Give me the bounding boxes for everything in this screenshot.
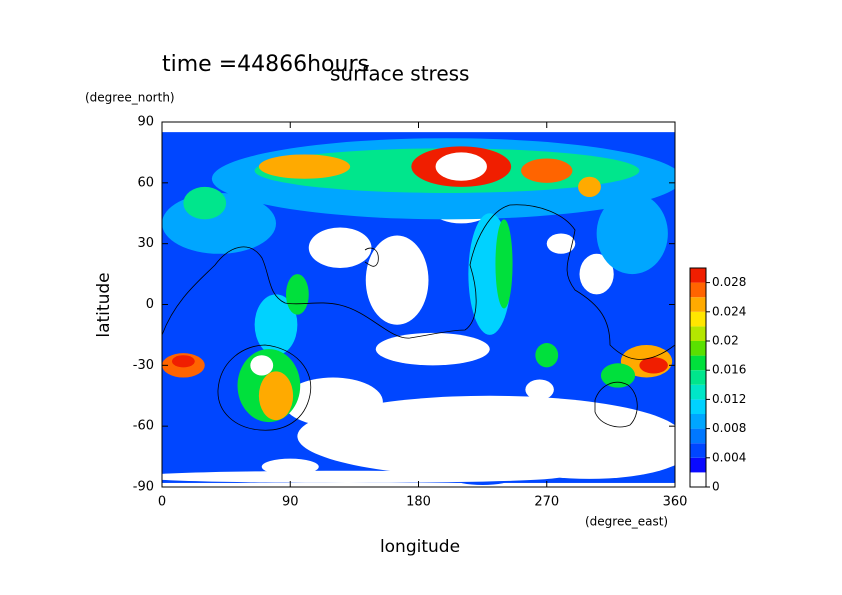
contour-region xyxy=(579,253,614,295)
colorbar-band xyxy=(690,355,706,371)
x-tick-label: 180 xyxy=(406,495,431,510)
colorbar-band xyxy=(690,384,706,400)
colorbar-band xyxy=(690,399,706,414)
x-tick-label: 90 xyxy=(282,495,299,510)
colorbar-band xyxy=(690,282,706,298)
colorbar-band xyxy=(690,311,706,327)
contour-region xyxy=(435,152,487,181)
contour-region xyxy=(489,422,675,479)
contour-region xyxy=(258,154,351,179)
x-tick-label: 360 xyxy=(663,495,688,510)
contour-region xyxy=(535,343,559,368)
colorbar-band xyxy=(690,370,706,385)
contour-region xyxy=(596,192,668,275)
colorbar-tick-label: 0.024 xyxy=(712,304,746,318)
x-tick-label: 270 xyxy=(534,495,559,510)
colorbar-band xyxy=(690,326,706,341)
contour-region xyxy=(171,355,195,368)
chart-subtitle: time =44866hours xyxy=(162,52,369,77)
coastlines xyxy=(162,204,675,431)
y-tick-label: -90 xyxy=(133,480,154,495)
contour-region xyxy=(521,158,573,183)
colorbar-tick-label: 0 xyxy=(712,480,720,494)
contour-region xyxy=(308,227,372,268)
contour-region xyxy=(525,379,554,400)
colorbar-tick-label: 0.016 xyxy=(712,363,746,377)
y-tick-label: 0 xyxy=(146,297,154,312)
contour-field xyxy=(162,122,675,487)
contour-region xyxy=(495,219,513,309)
y-axis-label: latitude xyxy=(94,272,114,337)
colorbar-frame xyxy=(689,267,707,488)
colorbar-tick-label: 0.004 xyxy=(712,450,746,464)
contour-region xyxy=(285,274,309,315)
x-axis-label: longitude xyxy=(380,537,460,557)
y-tick-label: 60 xyxy=(137,175,154,190)
contour-region xyxy=(283,377,383,427)
colorbar-tick-label: 0.028 xyxy=(712,275,746,289)
x-tick-label: 0 xyxy=(158,495,166,510)
x-units: (degree_east) xyxy=(585,515,668,529)
colorbar-tick-label: 0.02 xyxy=(712,334,739,348)
contour-region xyxy=(258,371,294,421)
y-units: (degree_north) xyxy=(85,91,175,105)
contour-region xyxy=(250,355,274,376)
contour-region xyxy=(375,332,490,366)
contour-region xyxy=(639,357,668,374)
contour-region xyxy=(162,470,561,483)
y-tick-label: 90 xyxy=(137,115,154,130)
contour-region xyxy=(254,294,298,356)
colorbar-band xyxy=(690,297,706,312)
contour-region xyxy=(546,233,576,254)
contour-region xyxy=(600,363,636,388)
contour-region xyxy=(183,186,227,220)
y-tick-label: -60 xyxy=(133,419,154,434)
colorbar-band xyxy=(690,472,706,487)
colorbar-band xyxy=(690,414,706,429)
chart-title: surface stress xyxy=(330,62,469,86)
y-tick-label: 30 xyxy=(137,236,154,251)
colorbar-tick-label: 0.008 xyxy=(712,421,746,435)
contour-region xyxy=(578,176,601,198)
contour-region xyxy=(261,458,319,475)
colorbar-band xyxy=(690,428,706,444)
colorbar-band xyxy=(690,457,706,473)
colorbar-tick-label: 0.012 xyxy=(712,392,746,406)
colorbar-band xyxy=(690,443,706,458)
colorbar-band xyxy=(690,341,706,356)
colorbar-band xyxy=(690,268,706,283)
contour-region xyxy=(365,235,429,325)
y-tick-label: -30 xyxy=(133,358,154,373)
